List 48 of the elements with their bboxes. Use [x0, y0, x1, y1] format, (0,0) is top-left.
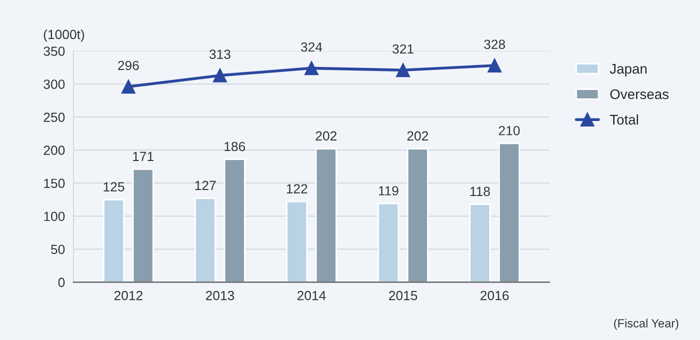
bar: [103, 198, 125, 282]
point: [213, 68, 227, 82]
bar: [469, 204, 491, 282]
data-label: 118: [470, 186, 490, 196]
legend-label: Total: [610, 114, 638, 125]
bar: [286, 200, 308, 282]
point: [488, 58, 502, 72]
bar: [132, 168, 154, 282]
data-label: 122: [286, 184, 308, 194]
data-label: 321: [392, 44, 414, 54]
text: (Fiscal Year): [614, 318, 678, 330]
y-tick-label: 200: [44, 146, 65, 155]
y-tick-label: 100: [44, 212, 65, 222]
legend-label: Overseas: [610, 89, 669, 100]
data-label: 324: [300, 42, 322, 52]
x-tick-label: 2016: [480, 290, 509, 300]
x-tick-label: 2014: [297, 290, 326, 300]
bar: [224, 158, 246, 282]
data-label: 328: [484, 40, 506, 50]
data-label: 186: [224, 142, 246, 152]
bar: [498, 142, 520, 282]
y-tick-label: 50: [51, 244, 65, 254]
y-tick-label: 300: [44, 80, 65, 89]
data-label: 210: [498, 126, 520, 136]
data-label: 202: [407, 131, 428, 141]
data-label: 313: [209, 50, 230, 59]
bar: [378, 202, 400, 282]
point: [304, 61, 318, 76]
point: [396, 63, 410, 78]
point: [121, 80, 136, 94]
y-tick-label: 0: [58, 278, 65, 288]
bar: [406, 148, 428, 282]
data-label: 127: [195, 180, 216, 190]
x-tick-label: 2015: [389, 290, 418, 300]
data-label: 125: [104, 182, 124, 192]
y-tick-label: 150: [44, 178, 65, 188]
data-label: 119: [378, 186, 398, 196]
data-label: 296: [118, 60, 139, 70]
legend-label: Japan: [610, 64, 647, 76]
x-tick-label: 2012: [114, 290, 142, 300]
data-label: 171: [133, 152, 154, 161]
y-tick-label: 350: [44, 46, 65, 56]
bar: [315, 148, 337, 282]
data-label: 202: [316, 131, 336, 141]
y-tick-label: 250: [44, 112, 65, 122]
y-axis-title: (1000t): [44, 29, 84, 42]
bar: [194, 198, 216, 282]
x-tick-label: 2013: [206, 290, 234, 300]
